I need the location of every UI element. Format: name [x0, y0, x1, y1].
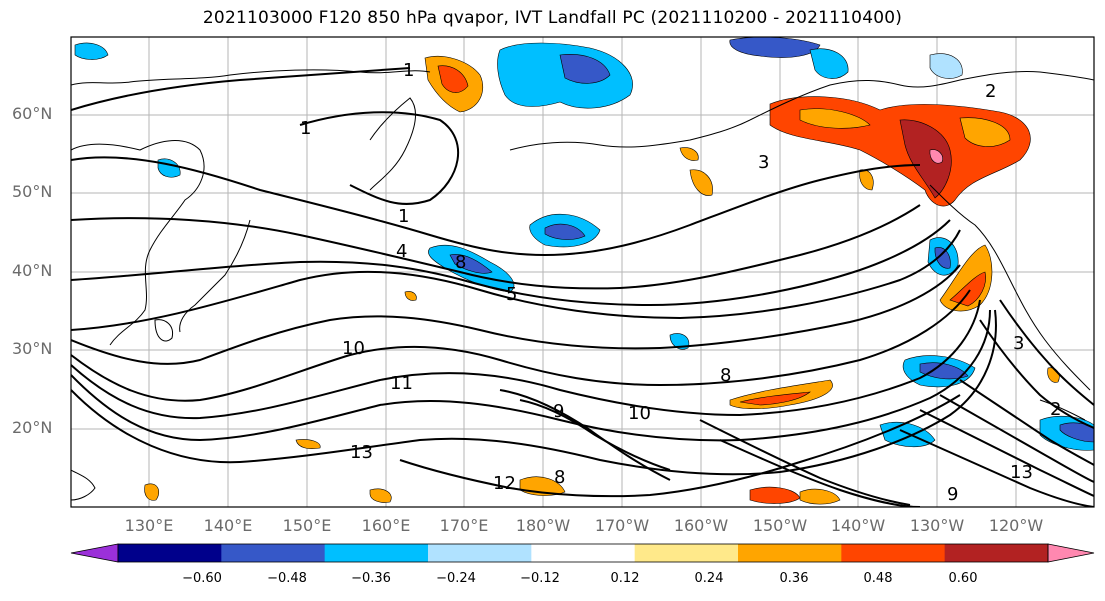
- contour-label: 9: [947, 484, 958, 505]
- lat-label: 20°N: [12, 418, 53, 437]
- colorbar-outline: [117, 543, 1049, 563]
- map-border: [70, 36, 1095, 508]
- lon-label: 140°E: [203, 516, 253, 535]
- colorbar-boxes: [118, 544, 1049, 562]
- coastlines: [71, 69, 1094, 501]
- colorbar-tick-label: −0.48: [267, 571, 307, 586]
- colorbar-tick-label: −0.60: [182, 571, 222, 586]
- contour-label: 2: [985, 81, 996, 102]
- colorbar-box: [221, 544, 326, 562]
- colorbar-box: [944, 544, 1049, 562]
- contour-label: 2: [1050, 399, 1061, 420]
- contour-label: 1: [403, 60, 414, 81]
- colorbar-box: [634, 544, 739, 562]
- contour-label: 13: [350, 442, 373, 463]
- lat-label: 30°N: [12, 339, 53, 358]
- lat-label: 50°N: [12, 182, 53, 201]
- contour-label: 10: [342, 338, 365, 359]
- contour-label: 5: [506, 284, 517, 305]
- contour-label: 1: [300, 118, 311, 139]
- lon-label: 130°E: [124, 516, 174, 535]
- colorbar-tick-label: 0.48: [863, 571, 893, 586]
- lon-label: 160°E: [361, 516, 411, 535]
- lon-label: 130°W: [909, 516, 965, 535]
- lon-label: 150°E: [282, 516, 332, 535]
- contour-label: 10: [628, 403, 651, 424]
- colorbar-tick-label: 0.36: [779, 571, 809, 586]
- contour-label: 9: [553, 401, 564, 422]
- lon-label: 180°W: [515, 516, 571, 535]
- colorbar-tick-label: 0.60: [948, 571, 978, 586]
- colorbar-tick-label: 0.12: [610, 571, 640, 586]
- lon-label: 170°W: [594, 516, 650, 535]
- colorbar-tick-label: 0.24: [694, 571, 724, 586]
- lon-label: 160°W: [673, 516, 729, 535]
- colorbar-box: [324, 544, 429, 562]
- contour-label: 8: [720, 365, 731, 386]
- contour-label: 13: [1010, 462, 1033, 483]
- contour-label: 3: [1013, 333, 1024, 354]
- map-title: 2021103000 F120 850 hPa qvapor, IVT Land…: [202, 8, 903, 28]
- colorbar-box: [841, 544, 946, 562]
- lon-label: 140°W: [830, 516, 886, 535]
- lon-label: 150°W: [752, 516, 808, 535]
- colorbar-tick-label: −0.36: [351, 571, 391, 586]
- lon-label: 120°W: [988, 516, 1044, 535]
- colorbar-extend-right: [1047, 543, 1095, 563]
- colorbar-box: [531, 544, 636, 562]
- contour-label: 8: [455, 252, 466, 273]
- colorbar-extend-left: [70, 543, 119, 563]
- lon-label: 170°E: [439, 516, 489, 535]
- colorbar-tick-label: −0.24: [436, 571, 476, 586]
- contour-label: 12: [493, 473, 516, 494]
- contour-label: 3: [758, 152, 769, 173]
- qvapor-anomaly-fill: [74, 37, 1094, 505]
- contour-labels: 1 1 1 4 5 8 10 11 13 10 12 3 2 3 13 9 8 …: [300, 60, 1061, 505]
- ivt-contours: [71, 67, 1094, 507]
- colorbar: [70, 543, 1095, 563]
- contour-label: 1: [398, 206, 409, 227]
- lat-label: 40°N: [12, 261, 53, 280]
- colorbar-box: [428, 544, 532, 562]
- contour-label: 4: [396, 241, 407, 262]
- lat-label: 60°N: [12, 104, 53, 123]
- contour-label: 8: [554, 467, 565, 488]
- colorbar-tick-label: −0.12: [520, 571, 560, 586]
- colorbar-box: [118, 544, 222, 562]
- colorbar-box: [738, 544, 842, 562]
- contour-label: 11: [390, 373, 413, 394]
